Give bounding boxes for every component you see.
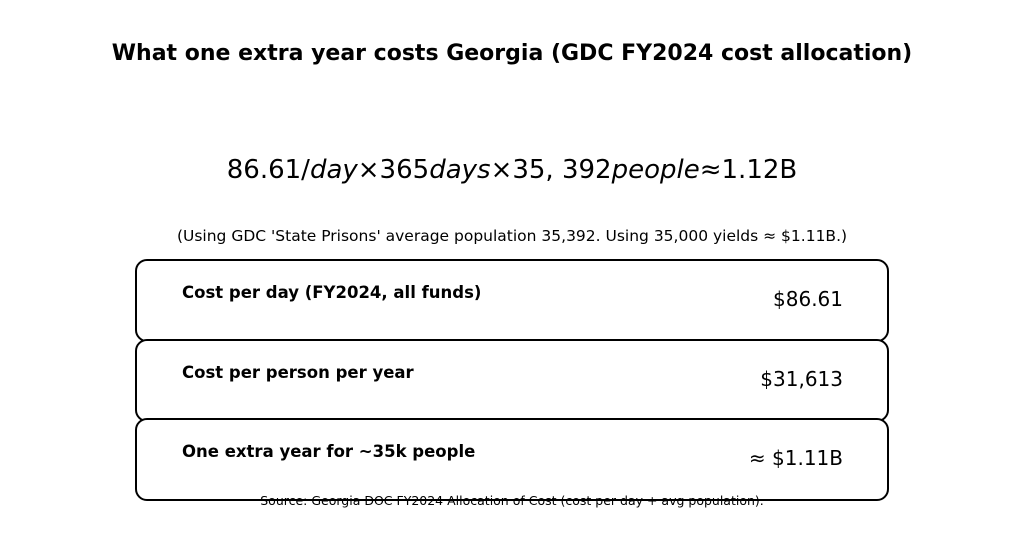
row-label: One extra year for ~35k people (182, 442, 476, 461)
row-value: $31,613 (760, 367, 843, 391)
formula-part: ×35, 392 (490, 155, 612, 185)
row-box: Cost per person per year $31,613 (135, 339, 889, 422)
row-box: Cost per day (FY2024, all funds) $86.61 (135, 259, 889, 342)
formula-part: 86.61/ (226, 155, 310, 185)
row-value: ≈ $1.11B (748, 446, 843, 470)
row-box: One extra year for ~35k people ≈ $1.11B (135, 418, 889, 501)
formula-part: day (309, 155, 358, 185)
formula-part: ×365 (357, 155, 430, 185)
row-label: Cost per person per year (182, 363, 414, 382)
formula-part: ≈1.12B (699, 155, 798, 185)
title: What one extra year costs Georgia (GDC F… (111, 41, 913, 66)
source: Source: Georgia DOC FY2024 Allocation of… (260, 493, 764, 508)
formula-part: people (611, 155, 700, 185)
row-label: Cost per day (FY2024, all funds) (182, 283, 482, 302)
formula-part: days (429, 155, 491, 185)
note: (Using GDC 'State Prisons' average popul… (176, 227, 848, 245)
formula: 86.61/day×365days×35, 392people≈1.12B (0, 155, 1024, 185)
row-value: $86.61 (773, 287, 843, 311)
